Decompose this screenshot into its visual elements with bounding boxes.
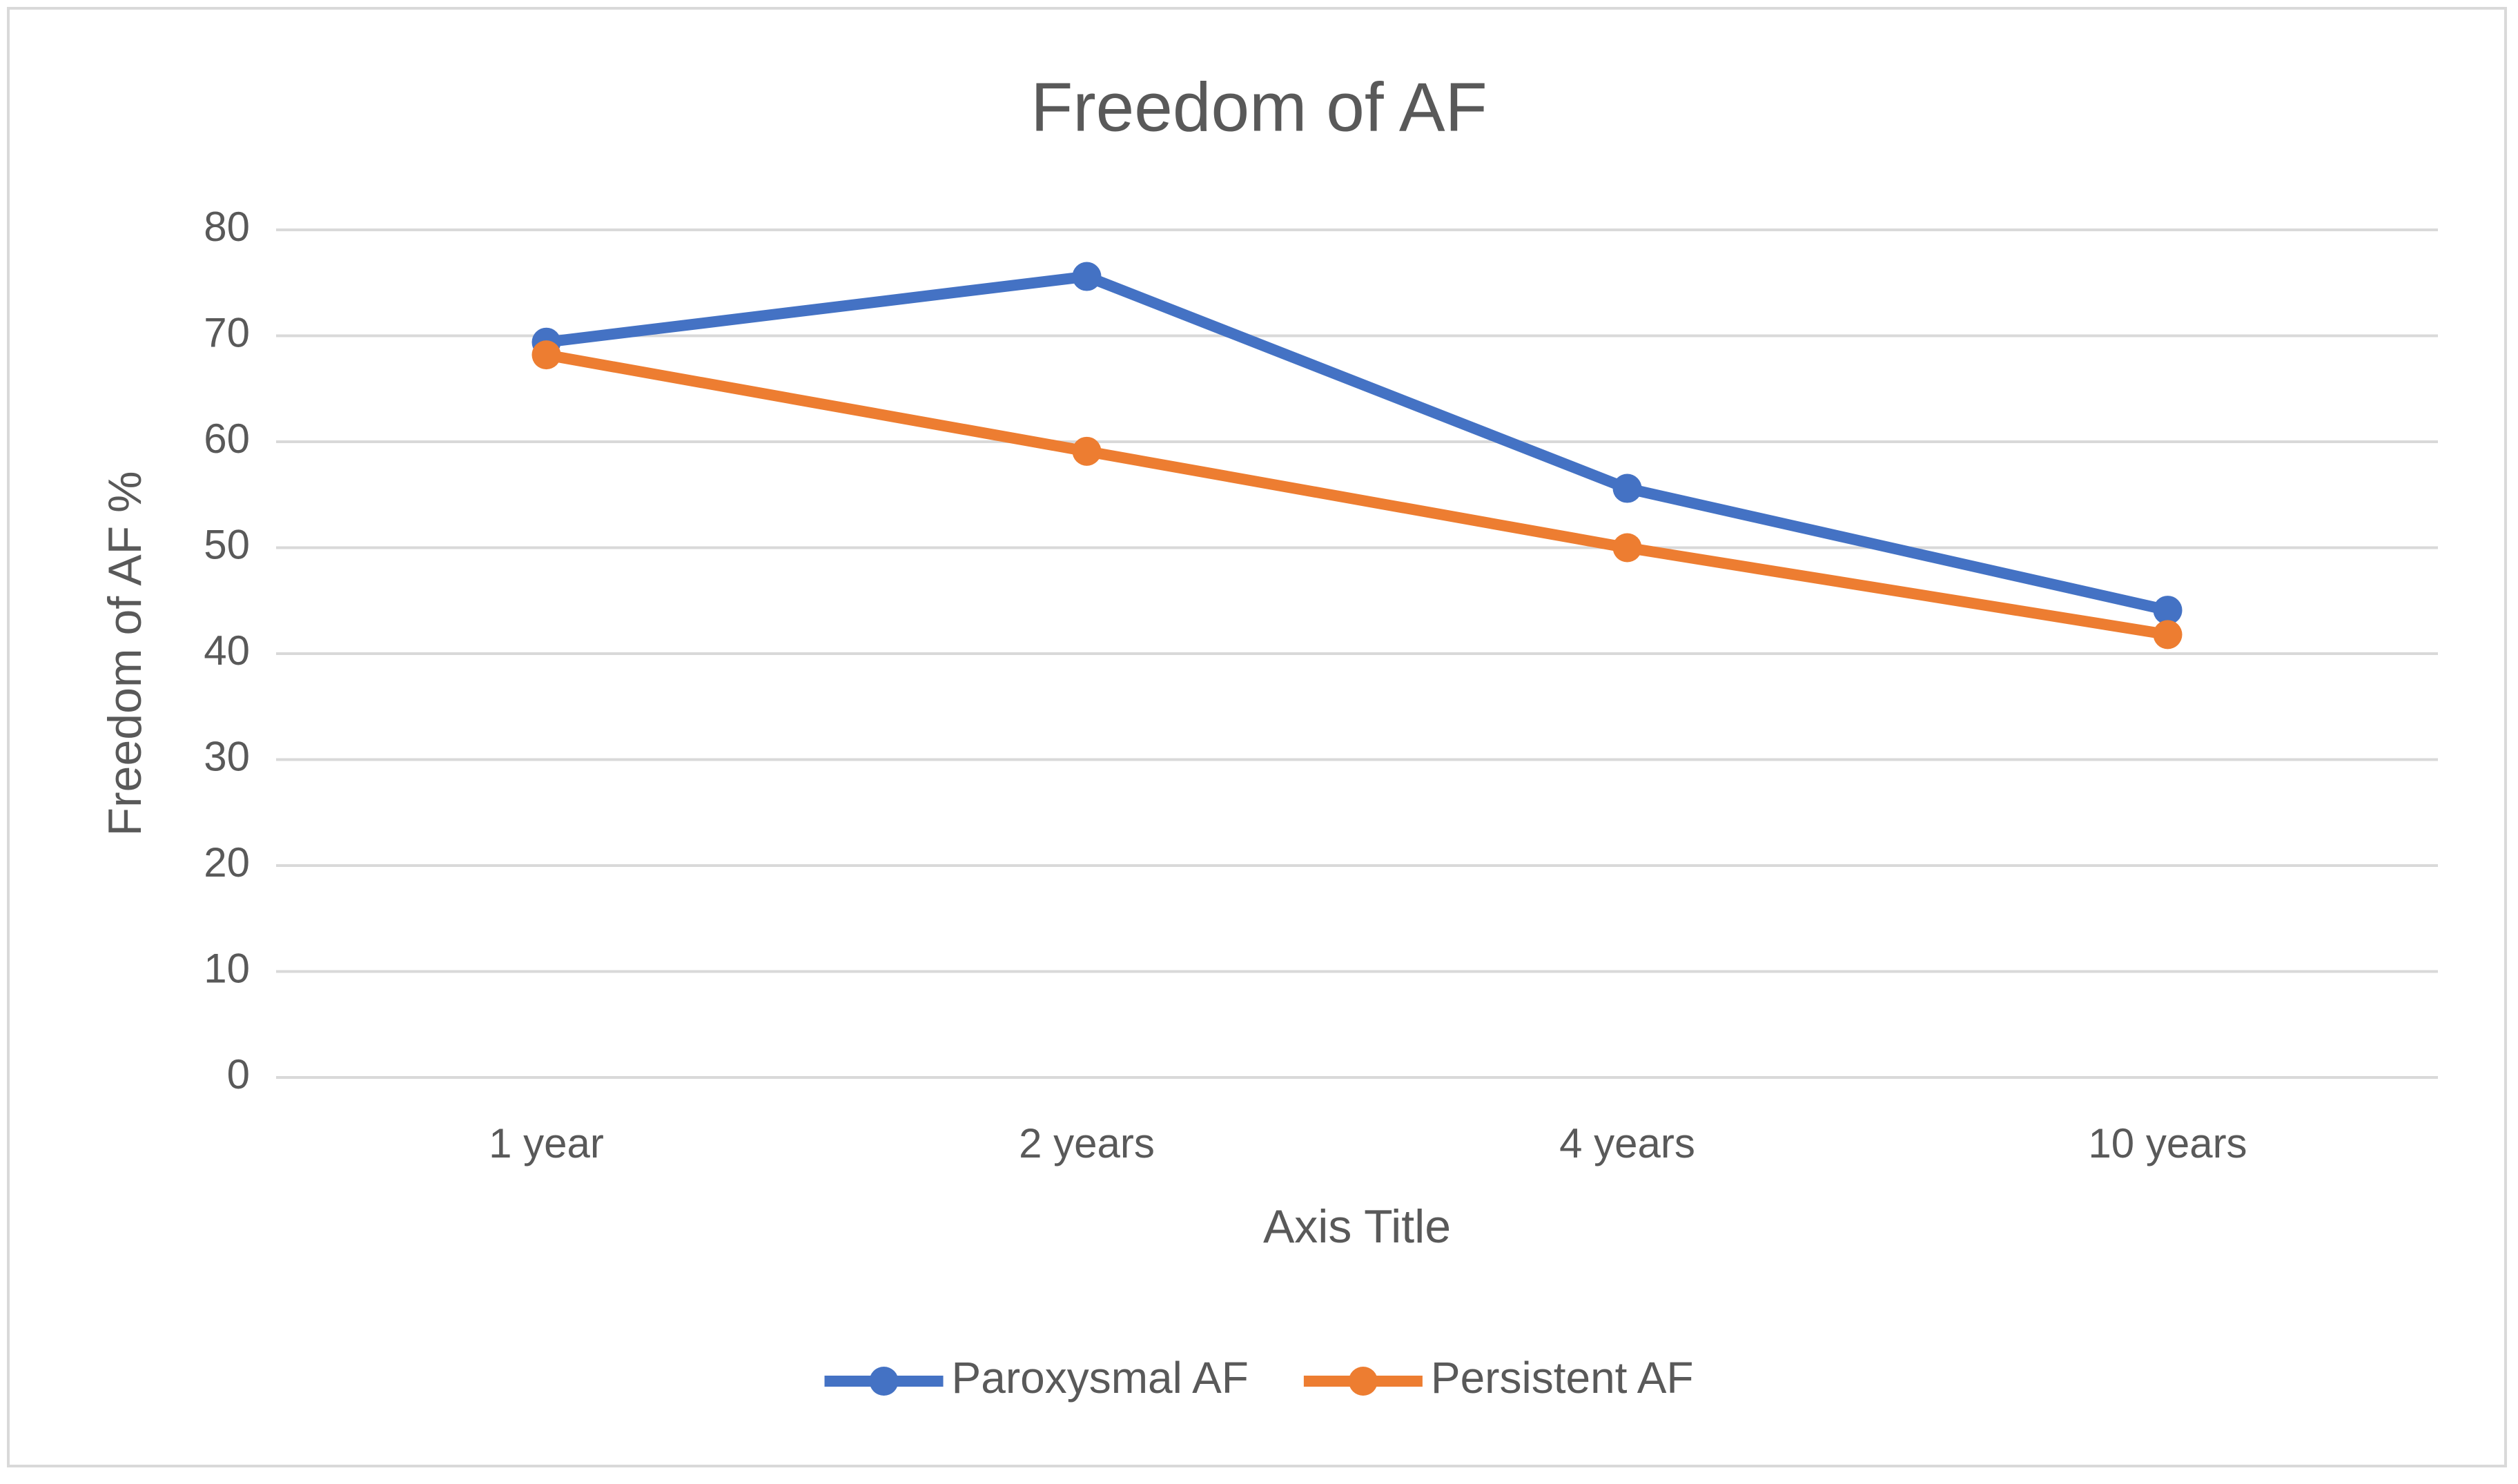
- point: [1612, 473, 1642, 503]
- point: [531, 340, 561, 370]
- chart-title: Freedom of AF: [1031, 68, 1487, 146]
- point: [2153, 596, 2183, 625]
- y-tick-label: 30: [204, 733, 250, 779]
- x-tick-label: 2 years: [1019, 1120, 1155, 1166]
- x-tick-label: 4 years: [1559, 1120, 1695, 1166]
- series-line: [540, 271, 2174, 616]
- y-tick-label: 40: [204, 627, 250, 674]
- point: [1072, 262, 1102, 291]
- y-tick-label: 70: [204, 309, 250, 355]
- y-tick-label: 60: [204, 416, 250, 462]
- point: [2153, 620, 2183, 650]
- x-tick-label: 10 years: [2088, 1120, 2247, 1166]
- legend-label: Paroxysmal AF: [952, 1353, 1249, 1403]
- y-tick-label: 0: [227, 1051, 250, 1097]
- series-line: [540, 349, 2174, 641]
- legend-marker: [869, 1367, 899, 1396]
- y-tick-label: 20: [204, 839, 250, 886]
- legend-marker: [1348, 1367, 1378, 1396]
- y-tick-label: 10: [204, 945, 250, 991]
- x-tick-label: 1 year: [489, 1120, 604, 1166]
- legend-label: Persistent AF: [1431, 1353, 1694, 1403]
- point: [1612, 533, 1642, 563]
- x-axis-title: Axis Title: [1263, 1200, 1451, 1253]
- y-tick-label: 80: [204, 204, 250, 250]
- point: [1072, 436, 1102, 466]
- y-tick-label: 50: [204, 521, 250, 567]
- chart-border: [7, 7, 2507, 1467]
- y-axis-title: Freedom of AF %: [99, 471, 151, 836]
